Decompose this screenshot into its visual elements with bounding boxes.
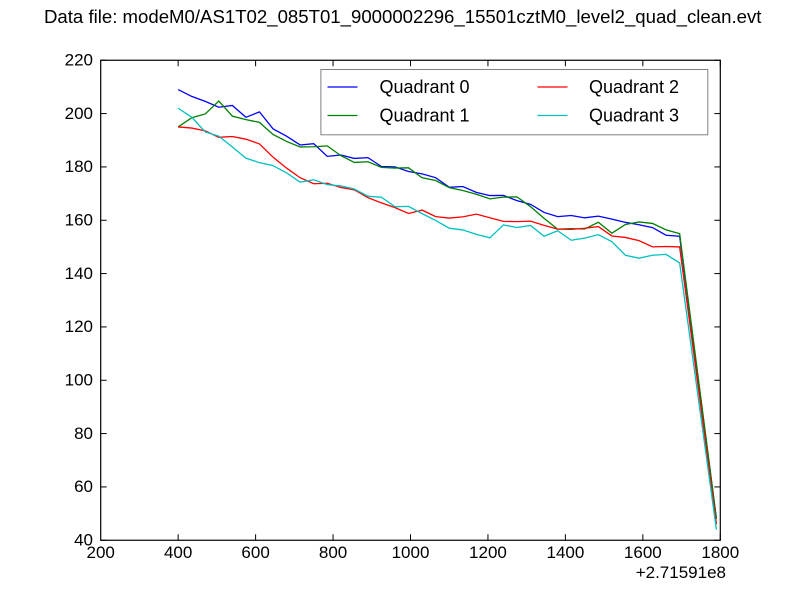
svg-text:1800: 1800 (701, 543, 739, 562)
svg-text:160: 160 (65, 211, 93, 230)
svg-text:Quadrant 2: Quadrant 2 (589, 77, 679, 97)
svg-text:100: 100 (65, 371, 93, 390)
svg-text:Quadrant 1: Quadrant 1 (380, 106, 470, 126)
svg-text:120: 120 (65, 317, 93, 336)
svg-text:220: 220 (65, 51, 93, 70)
svg-text:1600: 1600 (624, 543, 662, 562)
svg-text:80: 80 (74, 424, 93, 443)
svg-text:+2.71591e8: +2.71591e8 (636, 563, 726, 582)
svg-text:60: 60 (74, 477, 93, 496)
svg-text:1400: 1400 (546, 543, 584, 562)
svg-text:40: 40 (74, 531, 93, 550)
svg-text:Quadrant 0: Quadrant 0 (380, 77, 470, 97)
svg-text:1000: 1000 (392, 543, 430, 562)
svg-text:600: 600 (241, 543, 269, 562)
svg-text:140: 140 (65, 264, 93, 283)
svg-text:180: 180 (65, 157, 93, 176)
svg-text:Quadrant 3: Quadrant 3 (589, 106, 679, 126)
svg-text:800: 800 (319, 543, 347, 562)
svg-text:400: 400 (164, 543, 192, 562)
svg-text:Data file: modeM0/AS1T02_085T0: Data file: modeM0/AS1T02_085T01_90000022… (44, 6, 762, 28)
svg-text:200: 200 (65, 104, 93, 123)
svg-text:1200: 1200 (469, 543, 507, 562)
